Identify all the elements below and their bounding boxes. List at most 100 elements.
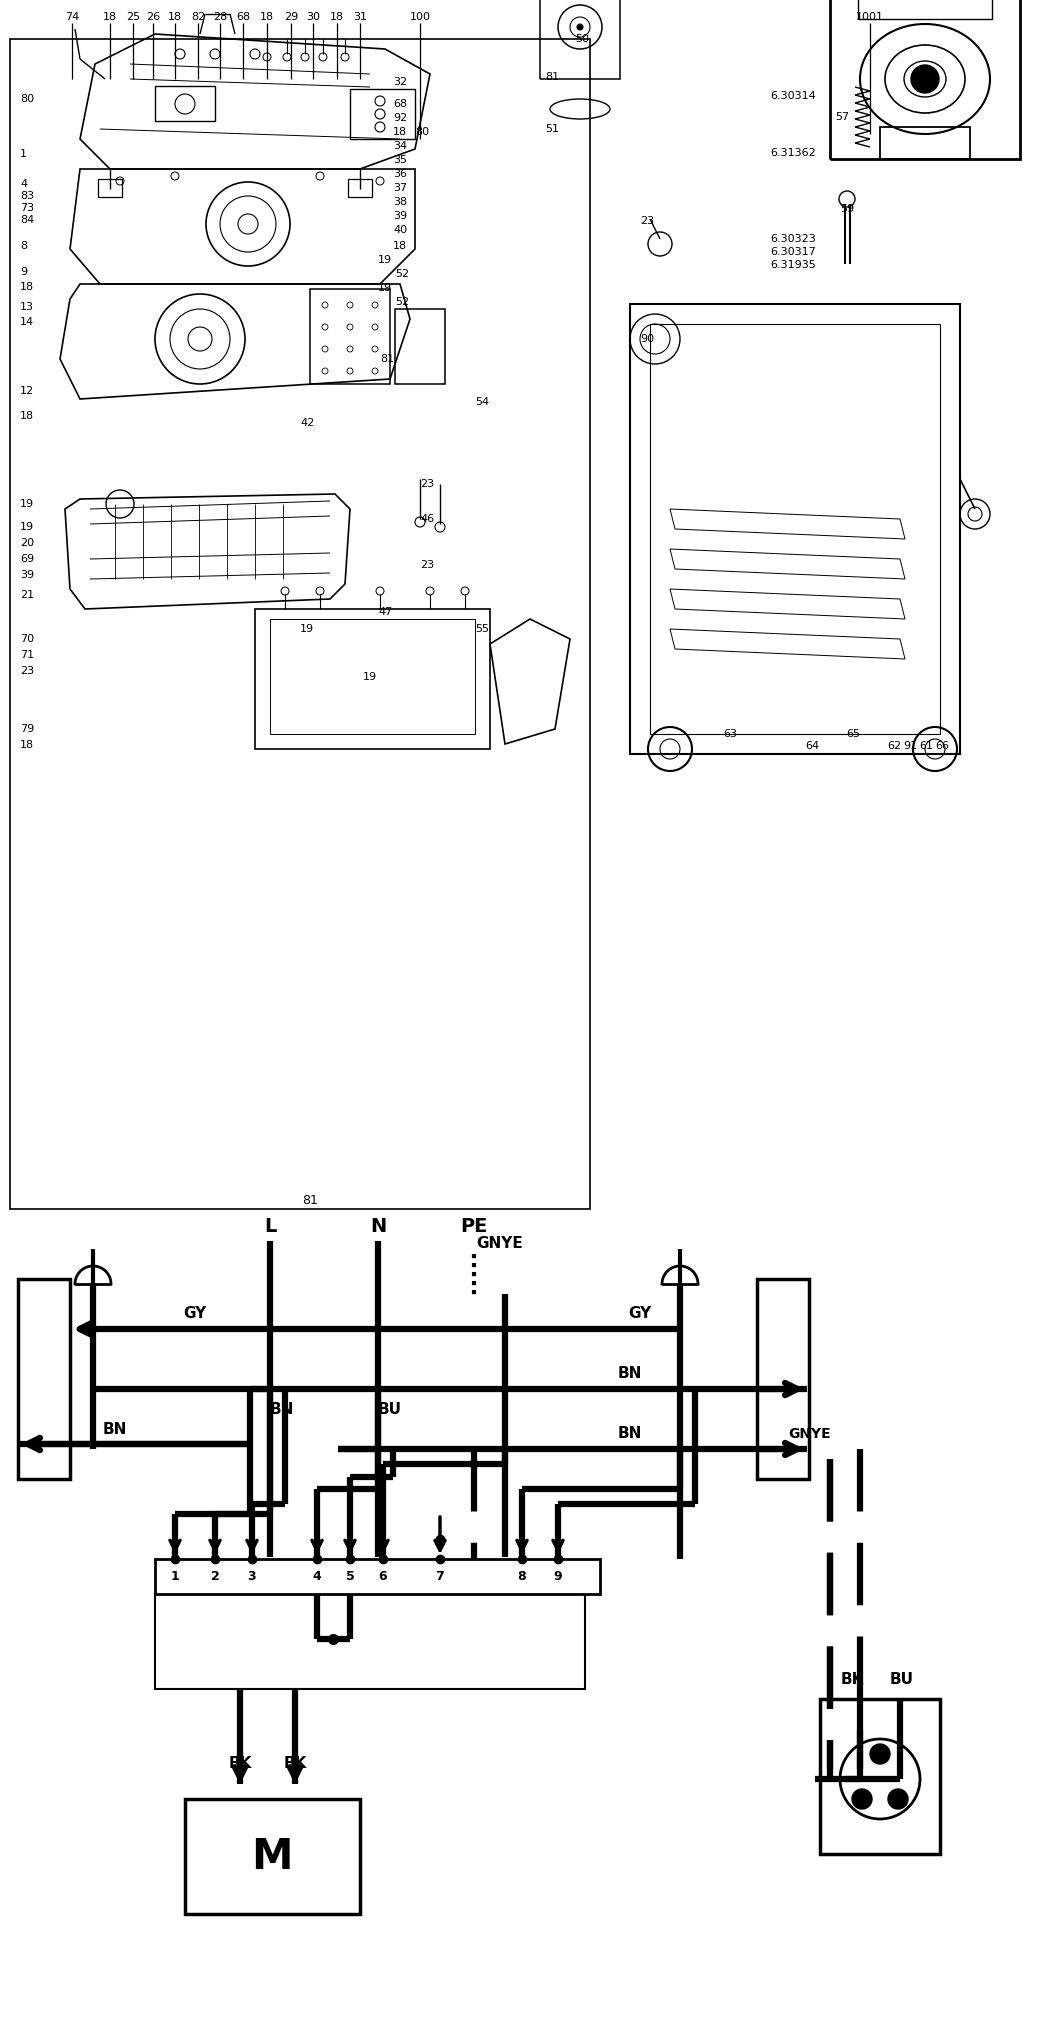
Text: 81: 81: [545, 71, 559, 82]
Text: 30: 30: [306, 12, 320, 22]
Bar: [310, 290, 390, 383]
Text: 18: 18: [393, 241, 407, 251]
Bar: [185, 1798, 360, 1915]
Text: 5: 5: [345, 1570, 355, 1582]
Text: 18: 18: [20, 740, 34, 750]
Text: BU: BU: [890, 1672, 914, 1686]
Text: 73: 73: [20, 204, 34, 212]
Text: BN: BN: [270, 1401, 294, 1417]
Text: 4: 4: [20, 179, 27, 190]
Text: 23: 23: [640, 216, 654, 226]
Text: 7: 7: [436, 1570, 444, 1582]
Text: 38: 38: [393, 198, 407, 208]
Text: 52: 52: [395, 298, 410, 308]
Text: 65: 65: [846, 730, 860, 738]
Text: 6.31935: 6.31935: [770, 261, 816, 269]
Text: 34: 34: [393, 141, 407, 151]
Text: 36: 36: [393, 169, 407, 179]
Text: GNYE: GNYE: [477, 1236, 523, 1252]
Text: 19: 19: [20, 500, 34, 510]
Text: 81: 81: [380, 355, 394, 365]
Text: 81: 81: [302, 1195, 318, 1207]
Text: 47: 47: [378, 608, 393, 618]
Text: 46: 46: [420, 514, 434, 524]
Text: 42: 42: [300, 418, 314, 428]
Text: 64: 64: [805, 740, 819, 750]
Bar: [757, 1278, 808, 1478]
Circle shape: [911, 65, 939, 94]
Text: 54: 54: [475, 398, 489, 408]
Text: 6.31362: 6.31362: [770, 149, 816, 157]
Text: 3: 3: [248, 1570, 256, 1582]
Text: 92: 92: [393, 112, 407, 122]
Text: 19: 19: [378, 255, 392, 265]
Text: 52: 52: [395, 269, 410, 279]
Text: 84: 84: [20, 214, 35, 224]
Text: 39: 39: [393, 210, 407, 220]
Bar: [350, 90, 415, 139]
Text: 37: 37: [393, 184, 407, 194]
Text: GY: GY: [184, 1307, 207, 1321]
Text: 9: 9: [553, 1570, 563, 1582]
Text: 19: 19: [20, 522, 34, 532]
Text: 68: 68: [393, 100, 407, 108]
Text: 19: 19: [300, 624, 314, 634]
Bar: [830, 0, 1020, 159]
Bar: [820, 1698, 940, 1853]
Text: 26: 26: [146, 12, 160, 22]
Text: GNYE: GNYE: [789, 1427, 832, 1442]
Text: 19: 19: [363, 673, 377, 681]
Text: PE: PE: [460, 1217, 487, 1236]
Text: 70: 70: [20, 634, 34, 644]
Text: BN: BN: [103, 1421, 127, 1437]
Bar: [540, 0, 620, 80]
Circle shape: [870, 1743, 890, 1764]
Text: 23: 23: [420, 479, 434, 489]
Text: 23: 23: [20, 667, 34, 677]
Text: 57: 57: [835, 112, 849, 122]
Text: BN: BN: [617, 1366, 643, 1382]
Text: 18: 18: [260, 12, 274, 22]
Text: 12: 12: [20, 385, 34, 396]
Text: 18: 18: [168, 12, 182, 22]
Text: BK: BK: [284, 1756, 307, 1772]
Text: 9: 9: [20, 267, 27, 277]
Text: 50: 50: [575, 35, 589, 45]
Text: 63: 63: [723, 730, 737, 738]
Text: 80: 80: [415, 126, 429, 137]
Text: 13: 13: [20, 302, 34, 312]
Bar: [10, 39, 590, 1209]
Text: 23: 23: [420, 561, 434, 571]
Text: 2: 2: [211, 1570, 219, 1582]
Text: 79: 79: [20, 724, 35, 734]
Bar: [18, 1278, 70, 1478]
Bar: [155, 1560, 600, 1594]
Text: 1001: 1001: [856, 12, 884, 22]
Text: 18: 18: [20, 412, 34, 420]
Text: 1: 1: [20, 149, 27, 159]
Text: 55: 55: [475, 624, 489, 634]
Text: 18: 18: [103, 12, 117, 22]
Text: 6.30314: 6.30314: [770, 92, 816, 102]
Text: 71: 71: [20, 650, 34, 661]
Text: 20: 20: [20, 538, 34, 548]
Text: 82: 82: [191, 12, 205, 22]
Text: 59: 59: [840, 204, 854, 214]
Text: 66: 66: [934, 740, 949, 750]
Circle shape: [578, 24, 583, 31]
Text: N: N: [370, 1217, 386, 1236]
Text: 19: 19: [378, 283, 392, 294]
Text: 6.30317: 6.30317: [770, 247, 816, 257]
Text: 35: 35: [393, 155, 407, 165]
Text: 68: 68: [236, 12, 250, 22]
Text: 14: 14: [20, 316, 34, 326]
Text: BK: BK: [228, 1756, 252, 1772]
Bar: [650, 324, 940, 734]
Text: 1: 1: [170, 1570, 180, 1582]
Text: L: L: [264, 1217, 276, 1236]
Text: 28: 28: [213, 12, 227, 22]
Text: 74: 74: [65, 12, 79, 22]
Bar: [630, 304, 960, 754]
Text: 62: 62: [887, 740, 901, 750]
Circle shape: [888, 1788, 908, 1809]
